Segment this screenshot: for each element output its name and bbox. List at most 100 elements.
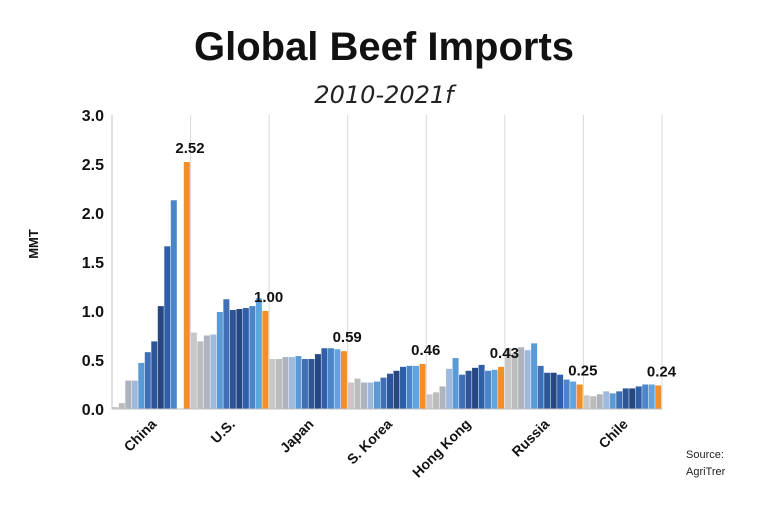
bar	[387, 373, 393, 409]
data-label: 0.59	[333, 329, 362, 346]
bar	[295, 356, 302, 409]
bar	[393, 370, 400, 409]
x-tick-label: Japan	[277, 416, 317, 456]
bar	[138, 362, 145, 409]
bar	[361, 382, 367, 409]
bar	[125, 380, 132, 409]
bars	[112, 162, 662, 409]
x-tick-label: S. Korea	[344, 416, 396, 468]
bar	[511, 353, 518, 409]
bar	[590, 396, 597, 409]
bar	[603, 391, 610, 409]
bar	[380, 377, 387, 409]
bar	[164, 246, 171, 409]
bar	[537, 365, 544, 409]
y-tick-label: 1.5	[82, 255, 104, 272]
bar	[478, 364, 485, 409]
bar	[282, 357, 289, 409]
bar	[576, 384, 583, 409]
bar	[255, 298, 262, 409]
bar	[348, 382, 354, 409]
bar	[426, 394, 433, 409]
bar	[648, 384, 655, 409]
bar	[144, 352, 151, 409]
source-name: AgriTrer	[686, 466, 726, 478]
bar	[354, 378, 361, 409]
bar	[557, 374, 564, 409]
bar	[327, 348, 334, 409]
bar	[367, 382, 374, 409]
bar	[203, 335, 210, 409]
x-tick-label: Hong Kong	[409, 416, 474, 481]
y-tick-label: 3.0	[82, 108, 104, 125]
bar	[531, 343, 538, 409]
grid	[111, 115, 663, 409]
x-tick-label: U.S.	[207, 416, 238, 447]
bar	[374, 381, 380, 409]
bar	[570, 381, 577, 409]
bar	[622, 388, 629, 409]
data-label: 0.43	[490, 345, 519, 362]
bar	[151, 341, 158, 409]
x-tick-label: Chile	[595, 416, 631, 452]
bar	[629, 388, 636, 409]
bar	[216, 311, 223, 409]
data-label: 0.25	[568, 363, 597, 380]
axes	[111, 115, 662, 410]
bar	[197, 341, 204, 409]
y-tick-label: 2.5	[82, 157, 104, 174]
data-label: 0.24	[647, 363, 677, 380]
bar	[131, 380, 138, 409]
bar	[642, 384, 649, 409]
bar	[609, 393, 616, 409]
bar	[242, 308, 249, 409]
bar	[413, 365, 419, 409]
bar	[498, 366, 505, 409]
source-label: Source:	[686, 449, 724, 461]
bar	[465, 370, 472, 409]
bar	[236, 309, 243, 409]
y-tick-label: 2.0	[82, 206, 104, 223]
bar	[491, 369, 498, 409]
y-tick-label: 1.0	[82, 304, 104, 321]
bar	[655, 385, 662, 409]
bar	[301, 359, 308, 409]
bar	[485, 370, 492, 409]
bar	[635, 386, 642, 409]
bar	[314, 354, 321, 409]
bar	[262, 311, 269, 409]
bar	[249, 306, 256, 409]
bar	[550, 372, 557, 409]
bar	[183, 162, 190, 409]
bar	[563, 379, 570, 409]
bar	[190, 332, 197, 409]
bar	[334, 349, 341, 409]
data-label: 2.52	[175, 140, 204, 157]
bar	[321, 348, 328, 409]
bar	[439, 386, 446, 409]
x-tick-label: Russia	[508, 416, 552, 460]
bar	[472, 367, 479, 409]
bar	[112, 407, 119, 409]
x-tick-label: China	[121, 416, 160, 455]
y-tick-label: 0.5	[82, 353, 104, 370]
bar	[275, 359, 282, 409]
bar	[157, 306, 164, 409]
bar	[583, 395, 590, 409]
bar	[170, 200, 177, 409]
bar	[308, 359, 315, 409]
data-label: 1.00	[254, 289, 283, 306]
bar	[459, 374, 466, 409]
chart-title: Global Beef Imports	[194, 25, 574, 69]
y-axis-label: MMT	[26, 229, 41, 259]
bar	[524, 350, 531, 409]
y-tick-label: 0.0	[82, 402, 104, 419]
bar	[419, 363, 426, 409]
bar	[452, 358, 459, 409]
data-label: 0.46	[411, 342, 440, 359]
bar	[288, 357, 295, 409]
bar	[616, 391, 623, 409]
bar	[269, 359, 276, 409]
bar	[446, 368, 453, 409]
